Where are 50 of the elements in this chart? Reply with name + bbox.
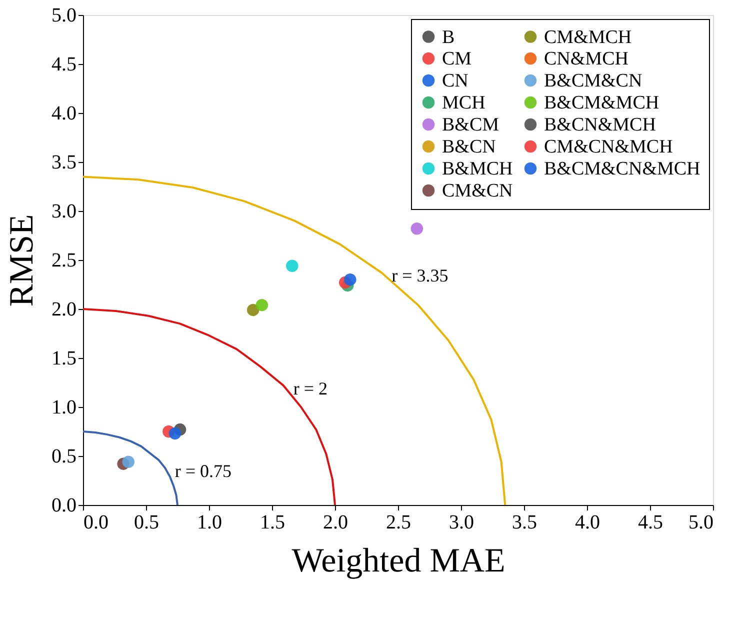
y-tick-label: 3.0 bbox=[52, 200, 76, 222]
point bbox=[410, 222, 424, 235]
legend-label: B&CM&MCH bbox=[544, 92, 660, 114]
y-tick-label: 5.0 bbox=[52, 4, 76, 26]
legend-label: MCH bbox=[442, 92, 486, 114]
x-tick-label: 3.5 bbox=[512, 512, 537, 534]
legend-label: B&CM&CN&MCH bbox=[544, 158, 701, 180]
y-tick-label: 3.5 bbox=[52, 152, 76, 174]
annotation: r = 0.75 bbox=[174, 460, 232, 481]
annotation: r = 2 bbox=[293, 378, 328, 398]
legend-label: B bbox=[442, 26, 455, 48]
point bbox=[168, 427, 182, 440]
y-tick-label: 1.5 bbox=[52, 348, 76, 370]
legend-label: CN bbox=[442, 70, 469, 92]
point bbox=[256, 298, 268, 312]
point bbox=[344, 273, 356, 286]
y-tick-label: 2.0 bbox=[52, 298, 76, 320]
point bbox=[122, 456, 134, 468]
y-tick-label: 4.5 bbox=[52, 54, 76, 76]
x-tick-label: 1.5 bbox=[260, 512, 285, 534]
y-tick-label: 4.0 bbox=[52, 102, 76, 124]
x-tick-label: 5.0 bbox=[688, 512, 714, 534]
legend-label: CM&CN bbox=[442, 180, 514, 202]
x-tick-label: 2.5 bbox=[386, 512, 411, 534]
legend-label: CM bbox=[442, 48, 472, 70]
x-tick-label: 0.5 bbox=[134, 512, 159, 534]
x-tick-label: 0.0 bbox=[84, 512, 108, 534]
legend-label: CM&CN&MCH bbox=[544, 136, 674, 158]
x-tick-label: 1.0 bbox=[197, 512, 222, 534]
y-tick-label: 1.0 bbox=[52, 396, 76, 418]
legend-label: B&CM&CN bbox=[544, 70, 642, 92]
legend-label: B&CN bbox=[442, 136, 496, 158]
legend-label: B&MCH bbox=[442, 158, 514, 180]
legend-label: B&CN&MCH bbox=[544, 114, 656, 136]
point bbox=[246, 304, 260, 316]
point bbox=[286, 260, 298, 272]
y-tick-label: 0.5 bbox=[52, 446, 76, 468]
y-axis-title: RMSE bbox=[4, 214, 40, 307]
line-series bbox=[83, 308, 336, 505]
x-tick-label: 2.0 bbox=[323, 512, 348, 534]
y-tick-label: 0.0 bbox=[52, 494, 76, 516]
legend-label: B&CM bbox=[442, 114, 500, 136]
legend-label: CM&MCH bbox=[544, 26, 632, 48]
x-tick-label: 4.5 bbox=[638, 512, 663, 534]
annotation: r = 3.35 bbox=[392, 266, 448, 286]
x-tick-label: 3.0 bbox=[449, 512, 474, 534]
x-tick-label: 4.0 bbox=[575, 512, 600, 534]
x-axis-title: Weighted MAE bbox=[292, 542, 506, 580]
y-tick-label: 2.5 bbox=[52, 250, 76, 272]
legend-label: CN&MCH bbox=[544, 48, 629, 70]
